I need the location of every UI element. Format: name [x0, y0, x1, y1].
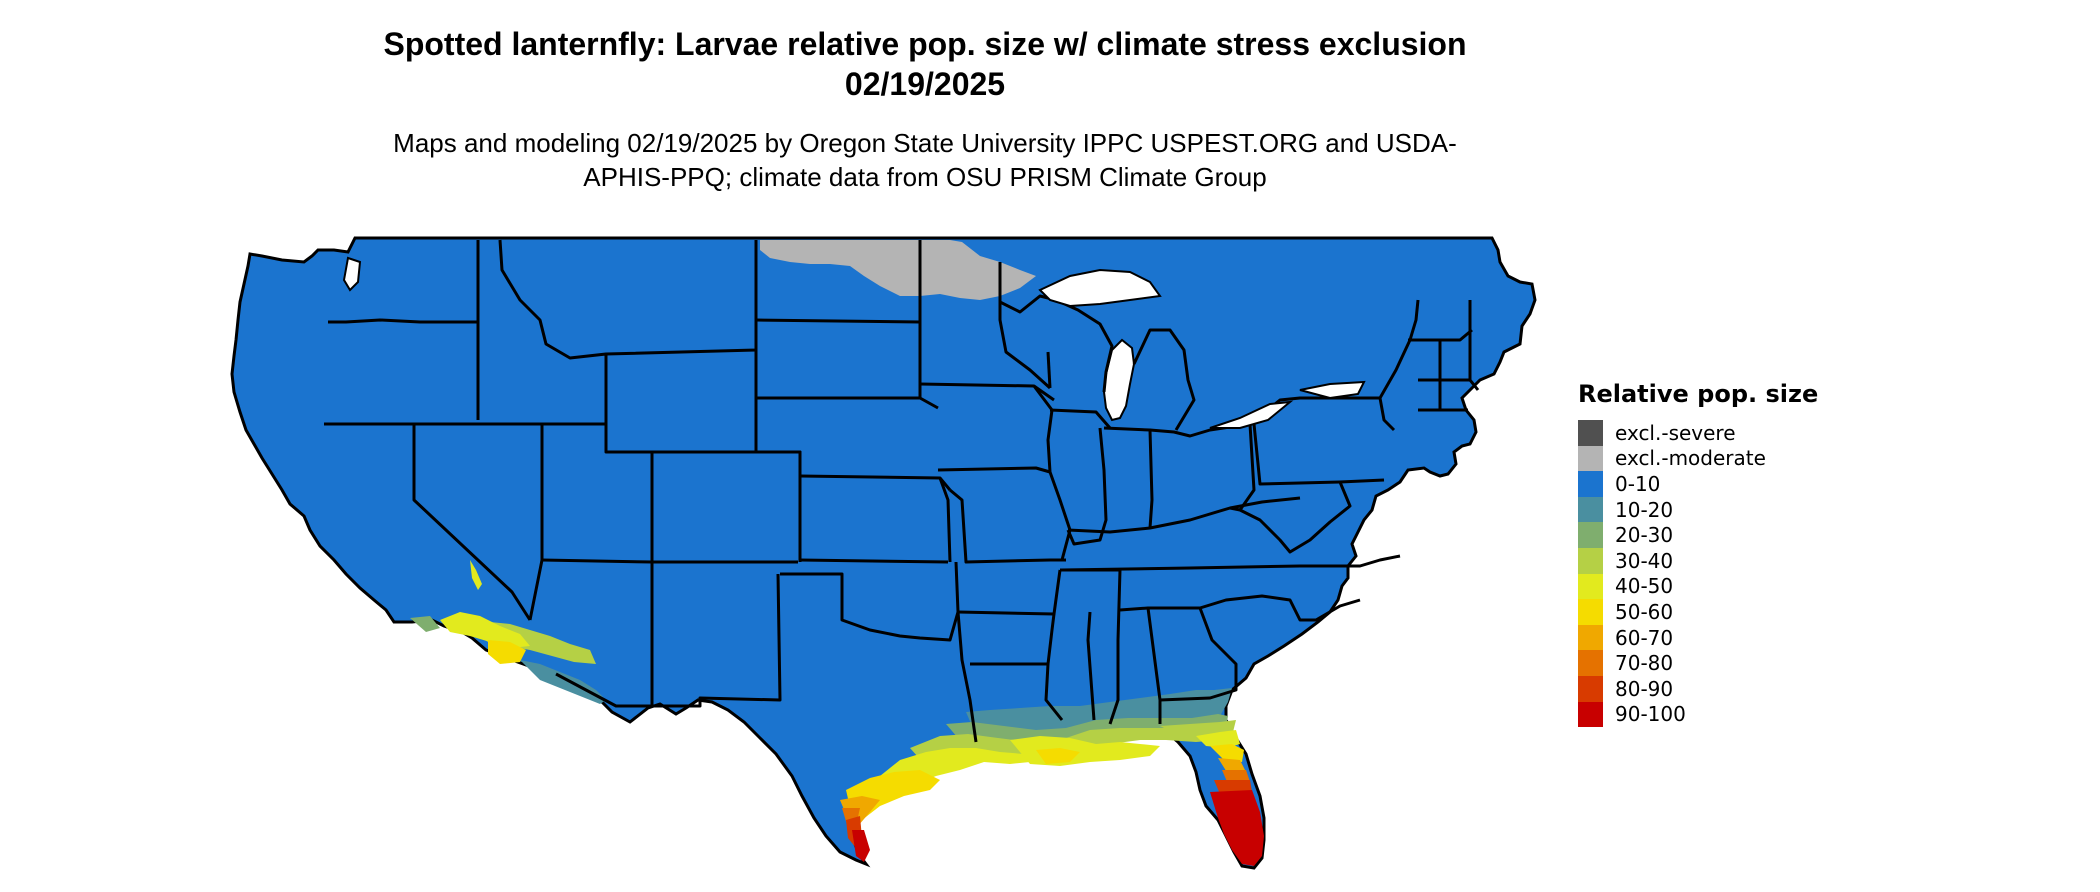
band-40-50-fl: [1196, 730, 1240, 748]
legend-swatch: [1578, 445, 1603, 472]
legend-swatch: [1578, 420, 1603, 446]
lake-erie: [1209, 400, 1294, 429]
puget-sound: [342, 256, 362, 292]
legend-label: 50-60: [1615, 599, 1674, 624]
band-20-30-ca: [410, 616, 440, 632]
band-90-100-tx: [852, 830, 870, 862]
legend-item: 40-50: [1578, 573, 1818, 600]
legend-swatch: [1578, 701, 1603, 728]
legend-item: 10-20: [1578, 496, 1818, 523]
map-header: Spotted lanternfly: Larvae relative pop.…: [0, 24, 1850, 194]
legend-item: 70-80: [1578, 650, 1818, 676]
legend-label: 20-30: [1615, 523, 1674, 548]
legend-swatch: [1578, 573, 1603, 600]
legend-label: 80-90: [1615, 676, 1674, 701]
legend-item: 50-60: [1578, 599, 1818, 625]
lake-superior: [1038, 268, 1162, 308]
band-90-100-fl: [1210, 790, 1264, 866]
band-20-30: [946, 714, 1228, 746]
band-10-20-sw: [520, 660, 606, 704]
legend-label: 10-20: [1615, 497, 1674, 522]
band-40-50-ca: [470, 560, 482, 590]
legend-label: excl.-moderate: [1615, 446, 1766, 471]
legend-label: excl.-severe: [1615, 420, 1736, 445]
legend-item: 30-40: [1578, 547, 1818, 574]
band-40-50: [880, 748, 1030, 796]
legend-swatch: [1578, 675, 1603, 702]
band-30-40-fl: [1160, 720, 1236, 736]
legend-swatch: [1578, 547, 1603, 574]
legend-swatch: [1578, 650, 1603, 676]
map-legend: Relative pop. size excl.-severe excl.-mod…: [1578, 380, 1819, 728]
legend-label: 0-10: [1615, 471, 1661, 496]
map-subtitle: Maps and modeling 02/19/2025 by Oregon S…: [393, 128, 1457, 192]
lake-ontario: [1299, 380, 1366, 400]
band-50-60-fl: [1210, 744, 1244, 762]
legend-item: 90-100: [1578, 701, 1818, 728]
band-40-50-sw: [440, 612, 530, 648]
legend-title: Relative pop. size: [1578, 380, 1819, 408]
excl-moderate-north: [760, 240, 1036, 300]
legend-item: 0-10: [1578, 471, 1818, 497]
legend-swatch: [1578, 599, 1603, 625]
legend-swatch: [1578, 471, 1603, 497]
legend-label: 40-50: [1615, 574, 1674, 599]
legend-item: 20-30: [1578, 522, 1818, 548]
band-50-60-sw: [488, 640, 526, 664]
legend-label: 70-80: [1615, 651, 1674, 676]
map-title: Spotted lanternfly: Larvae relative pop.…: [383, 26, 1467, 102]
us-map: [230, 236, 1537, 870]
legend-items: excl.-severe excl.-moderate 0-10 10-20 20-30…: [1578, 420, 1818, 728]
legend-label: 60-70: [1615, 625, 1674, 650]
band-50-60-gulf: [1036, 748, 1080, 764]
legend-swatch: [1578, 624, 1603, 651]
legend-item: excl.-severe: [1578, 420, 1818, 446]
legend-label: 30-40: [1615, 548, 1674, 573]
legend-item: 80-90: [1578, 675, 1818, 702]
legend-swatch: [1578, 522, 1603, 548]
legend-label: 90-100: [1615, 702, 1686, 727]
legend-item: excl.-moderate: [1578, 445, 1818, 472]
legend-item: 60-70: [1578, 624, 1818, 651]
legend-swatch: [1578, 496, 1603, 523]
